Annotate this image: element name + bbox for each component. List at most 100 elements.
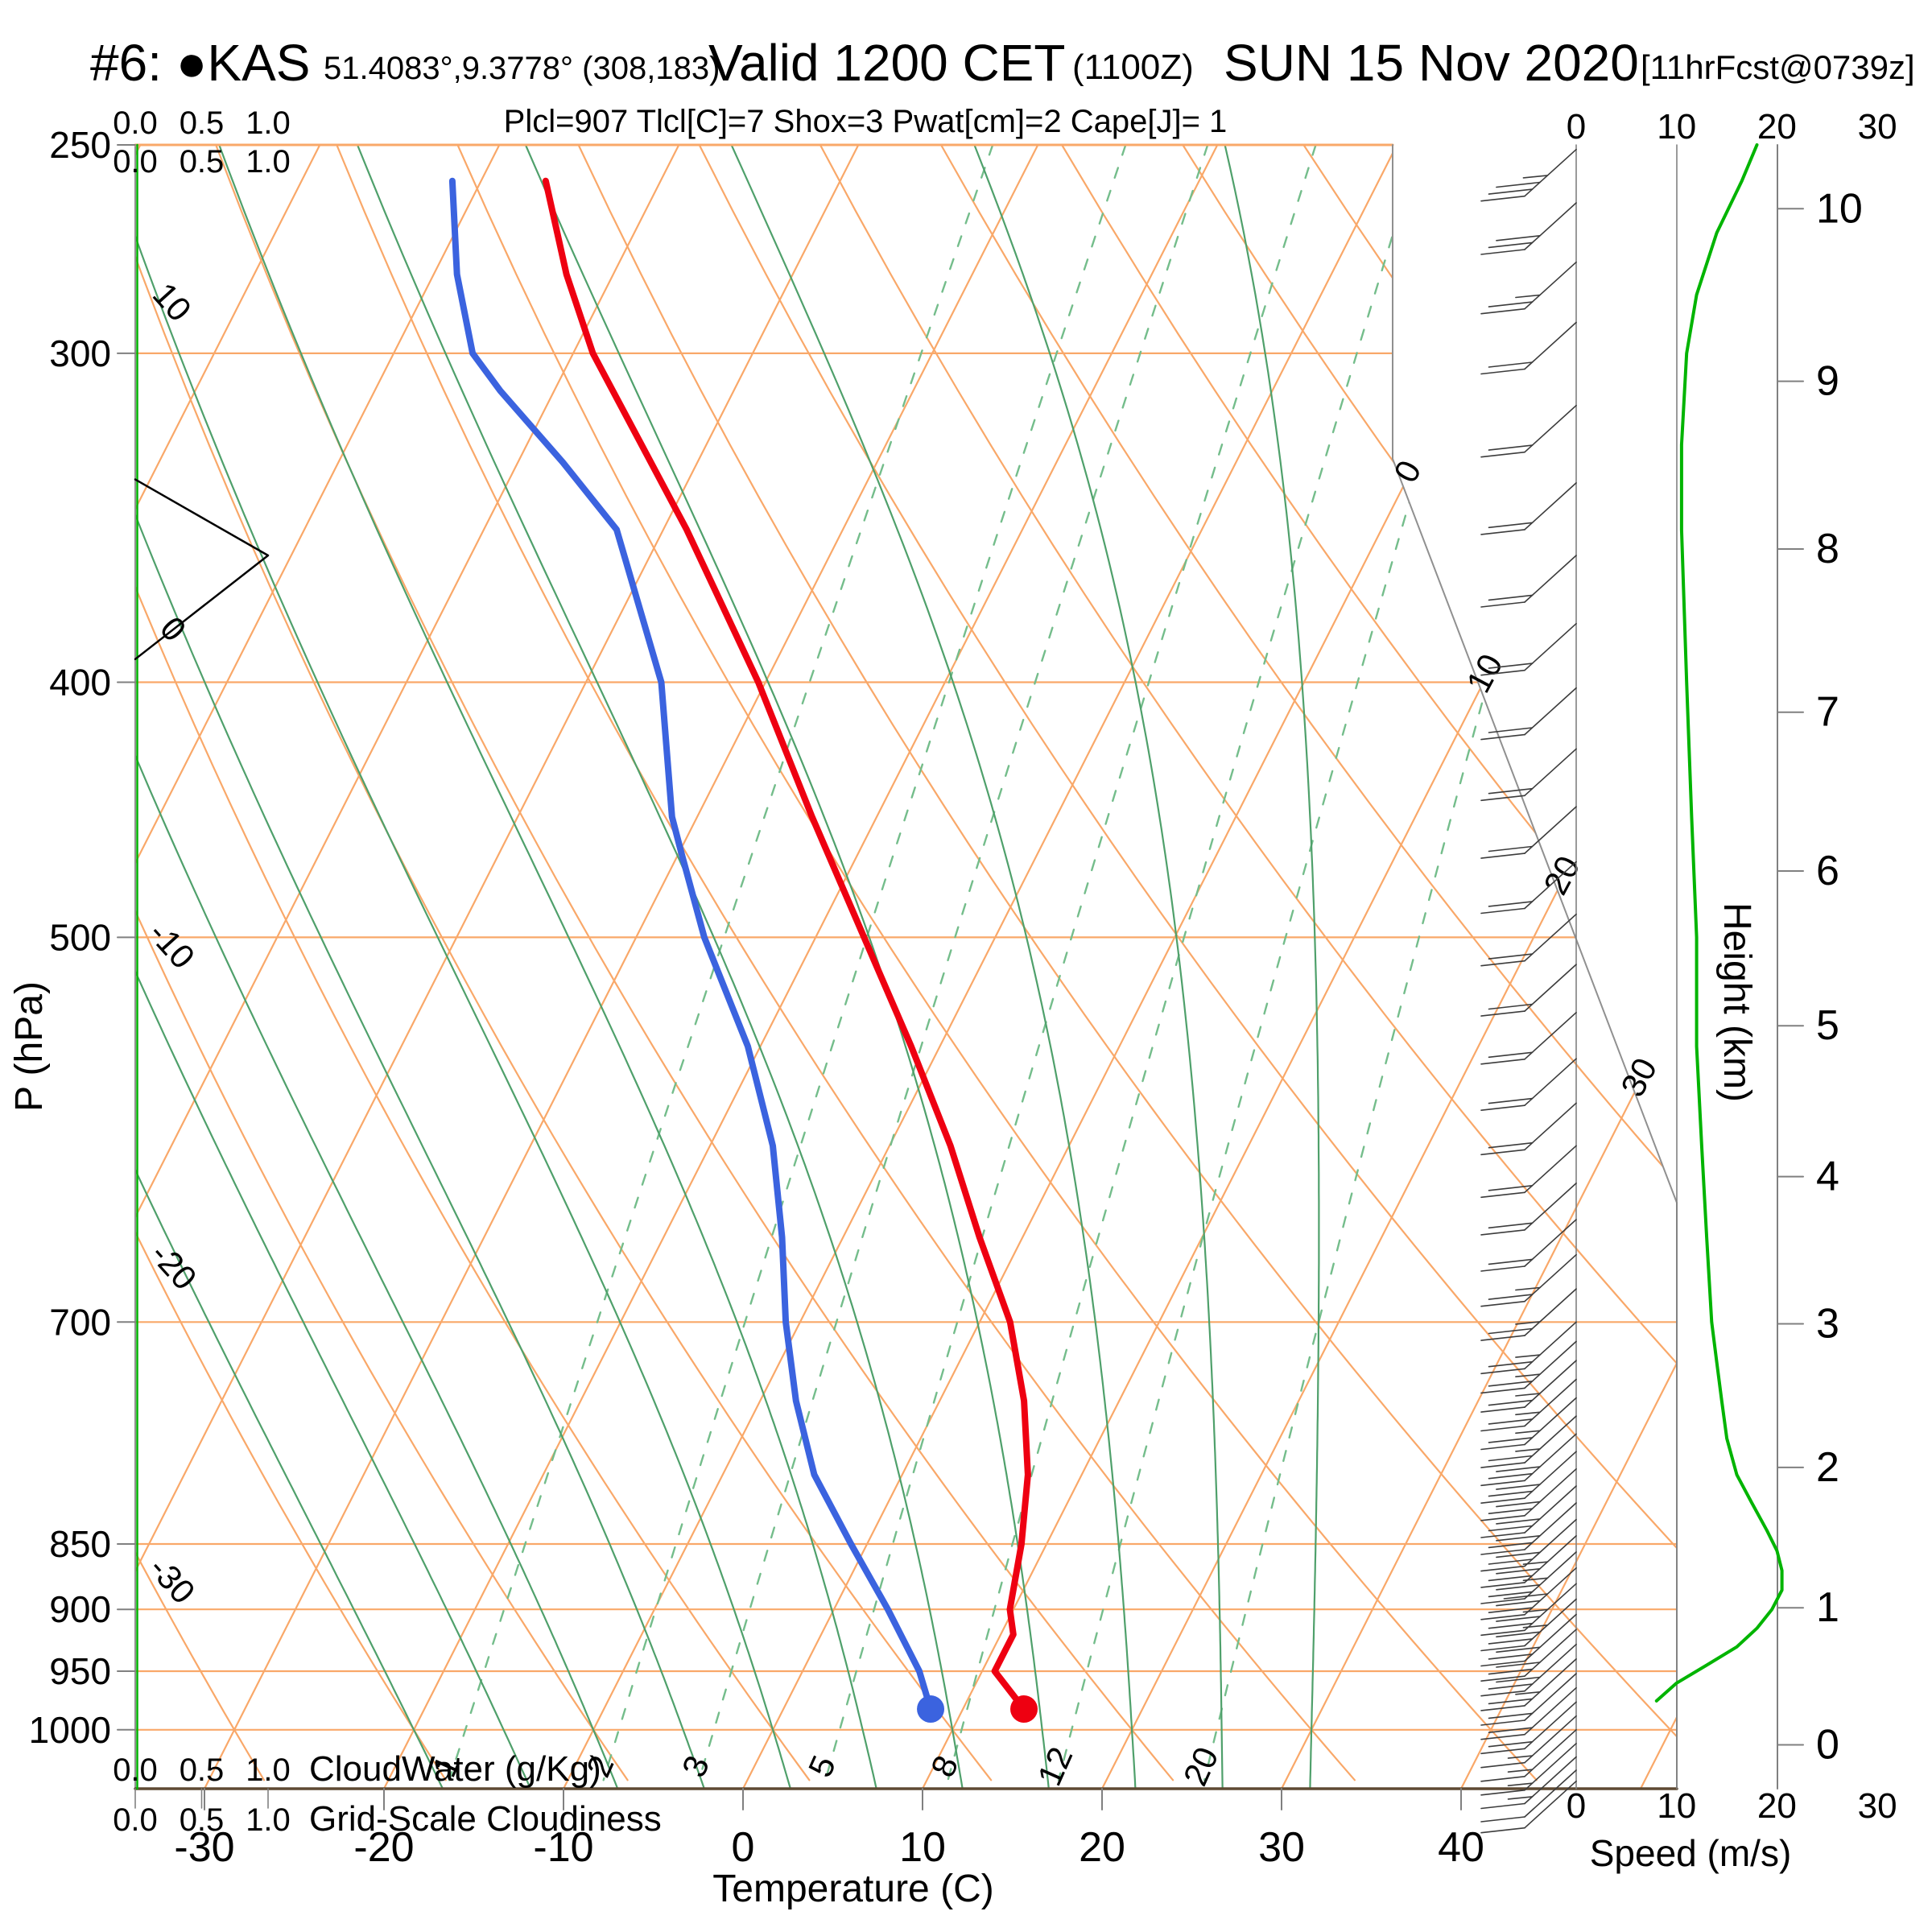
wind-barb-512 bbox=[1480, 964, 1577, 1017]
wind-barb-feather bbox=[1480, 852, 1525, 859]
wind-barb-staff bbox=[1524, 1643, 1577, 1692]
wind-barb-staff bbox=[1524, 964, 1577, 1012]
wind-barb-staff bbox=[1524, 622, 1577, 671]
speed-label-bottom-20: 20 bbox=[1757, 1786, 1797, 1826]
wind-barb-feather bbox=[1496, 1662, 1541, 1668]
wind-barb-staff bbox=[1524, 404, 1577, 453]
speed-label-top-10: 10 bbox=[1657, 107, 1696, 147]
speed-profile-curve bbox=[1654, 143, 1784, 1703]
wind-barb-976 bbox=[1480, 1701, 1577, 1755]
wind-barb-feather bbox=[1496, 1584, 1541, 1591]
wind-barb-staff bbox=[1524, 1769, 1577, 1818]
wind-barb-feather bbox=[1480, 1614, 1525, 1620]
wind-barb-staff bbox=[1524, 321, 1577, 370]
cloudwater-scale-bottom-0.5: 0.5 bbox=[180, 1752, 225, 1788]
wind-barb-feather bbox=[1488, 1141, 1534, 1149]
wind-barb-620 bbox=[1480, 1183, 1577, 1236]
wind-barb-feather bbox=[1496, 1501, 1541, 1508]
wind-barb-half-feather bbox=[1515, 1354, 1541, 1358]
wind-barb-940 bbox=[1480, 1658, 1577, 1711]
wind-barb-feather bbox=[1480, 1149, 1525, 1156]
mixing-ratio-line-2 bbox=[602, 145, 1127, 1781]
temperature-label-20: 20 bbox=[1079, 1824, 1125, 1871]
dry-adiabat-label--20: -20 bbox=[143, 1236, 204, 1298]
height-axis-title: Height (km) bbox=[1715, 902, 1758, 1102]
title-station-id: #6: ●KAS bbox=[90, 34, 310, 92]
pressure-label-500: 500 bbox=[49, 916, 111, 958]
wind-barb-868 bbox=[1480, 1567, 1577, 1620]
wind-barb-feather bbox=[1480, 1059, 1525, 1065]
wind-barb-904 bbox=[1480, 1613, 1577, 1667]
wind-barb-446 bbox=[1480, 806, 1577, 859]
surface-temp-dot bbox=[1010, 1695, 1038, 1724]
mixing-ratio-label-3: 3 bbox=[675, 1750, 716, 1782]
wind-barb-staff bbox=[1524, 1743, 1577, 1791]
wind-barb-928 bbox=[1480, 1643, 1577, 1697]
wind-barb-feather bbox=[1488, 1051, 1534, 1059]
wind-barb-feather bbox=[1480, 368, 1525, 375]
dry-adiabat-line--30 bbox=[135, 145, 266, 1781]
wind-barb-feather bbox=[1488, 1638, 1534, 1645]
wind-barb-feather bbox=[1480, 1675, 1525, 1682]
wind-barb-staff bbox=[1524, 1397, 1577, 1446]
wind-barb-half-feather bbox=[1515, 1373, 1541, 1377]
temperature-label--20: -20 bbox=[353, 1824, 414, 1871]
wind-barb-251 bbox=[1480, 148, 1577, 202]
cloudiness-caption: Grid-Scale Cloudiness bbox=[309, 1799, 662, 1839]
wind-barb-staff bbox=[1524, 1451, 1577, 1499]
wind-barb-feather bbox=[1488, 1097, 1534, 1104]
wind-barb-half-feather bbox=[1515, 1448, 1541, 1452]
wind-barb-feather bbox=[1488, 1003, 1534, 1010]
speed-label-top-30: 30 bbox=[1858, 107, 1897, 147]
mixing-ratio-label-20: 20 bbox=[1176, 1741, 1226, 1791]
wind-barb-772 bbox=[1480, 1433, 1577, 1487]
wind-barb-feather bbox=[1480, 1816, 1525, 1823]
temperature-label-0: 0 bbox=[732, 1824, 755, 1871]
wind-barb-feather bbox=[1480, 1497, 1525, 1504]
wind-barb-feather bbox=[1496, 1466, 1541, 1472]
pressure-axis-title: P (hPa) bbox=[8, 981, 51, 1112]
wind-barb-feather bbox=[1480, 1443, 1525, 1451]
cloudwater-scale-top-1.0: 1.0 bbox=[246, 105, 291, 141]
isotherm-line--50 bbox=[135, 145, 680, 1789]
wind-barb-640 bbox=[1480, 1219, 1577, 1272]
wind-barb-feather bbox=[1488, 1472, 1534, 1480]
dry-adiabat-line-90 bbox=[1060, 145, 1677, 1781]
wind-barb-half-feather bbox=[1507, 1755, 1534, 1759]
wind-barb-feather bbox=[1488, 1712, 1534, 1719]
wind-barb-feather bbox=[1496, 1646, 1541, 1653]
wind-barb-748 bbox=[1480, 1397, 1577, 1451]
wind-barb-feather bbox=[1488, 1258, 1534, 1265]
wind-barb-feather bbox=[1480, 1827, 1525, 1834]
wind-barb-staff bbox=[1524, 806, 1577, 854]
wind-barb-feather bbox=[1488, 242, 1534, 249]
wind-barb-feather bbox=[1488, 594, 1534, 601]
moist-adiabat-line--20 bbox=[135, 145, 445, 1789]
wind-barb-534 bbox=[1480, 1012, 1577, 1065]
moist-adiabat-line--15 bbox=[135, 145, 533, 1789]
wind-barb-feather bbox=[1496, 1518, 1541, 1525]
wind-barb-820 bbox=[1480, 1502, 1577, 1555]
wind-barb-feather bbox=[1480, 1565, 1525, 1572]
wind-barb-1036 bbox=[1480, 1769, 1577, 1823]
wind-barb-490 bbox=[1480, 913, 1577, 967]
wind-barb-feather bbox=[1480, 1010, 1525, 1017]
wind-barb-736 bbox=[1480, 1378, 1577, 1432]
wind-barb-578 bbox=[1480, 1102, 1577, 1156]
wind-barb-staff bbox=[1524, 1518, 1577, 1567]
speed-label-bottom-30: 30 bbox=[1858, 1786, 1897, 1826]
pressure-label-400: 400 bbox=[49, 661, 111, 703]
wind-barb-staff bbox=[1524, 1567, 1577, 1616]
wind-barb-staff bbox=[1524, 1433, 1577, 1482]
wind-barb-staff bbox=[1524, 148, 1577, 197]
wind-barb-feather bbox=[1488, 1490, 1534, 1497]
wind-barb-staff bbox=[1524, 1012, 1577, 1060]
plot-border-right bbox=[1392, 144, 1678, 1790]
title-forecast-info: [11hrFcst@0739z] bbox=[1641, 48, 1915, 86]
wind-barb-staff bbox=[1524, 1468, 1577, 1517]
wind-barb-feather bbox=[1488, 1591, 1534, 1598]
wind-barb-680 bbox=[1480, 1288, 1577, 1341]
wind-barb-staff bbox=[1524, 861, 1577, 910]
dry-adiabat-line-30 bbox=[336, 145, 1356, 1781]
cloudiness-scale-top-0.5: 0.5 bbox=[180, 144, 225, 180]
